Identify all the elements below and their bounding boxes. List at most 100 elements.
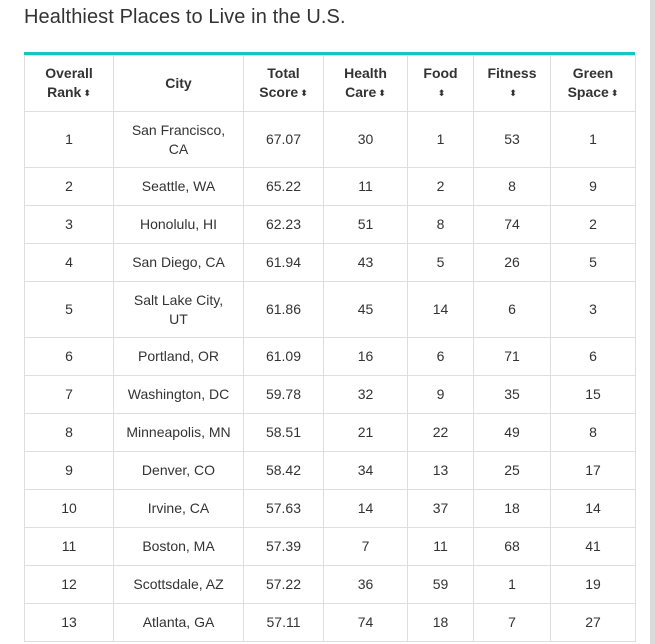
header-label: Green	[572, 65, 614, 81]
cell-total-score: 58.42	[243, 451, 324, 490]
cell-rank: 5	[24, 281, 114, 338]
table-row: 4 San Diego, CA 61.94 43 5 26 5	[24, 243, 636, 282]
cell-fitness: 35	[473, 375, 551, 414]
table-row: 6 Portland, OR 61.09 16 6 71 6	[24, 337, 636, 376]
cell-total-score: 67.07	[243, 111, 324, 168]
cell-green-space: 2	[550, 205, 636, 244]
header-label: Food	[423, 65, 458, 81]
cell-total-score: 61.86	[243, 281, 324, 338]
cell-food: 18	[407, 603, 474, 642]
cell-rank: 1	[24, 111, 114, 168]
cell-food: 5	[407, 243, 474, 282]
cell-rank: 3	[24, 205, 114, 244]
cell-city: Scottsdale, AZ	[113, 565, 244, 604]
column-header-total-score[interactable]: Total Score ⬍	[243, 55, 324, 112]
cell-total-score: 57.63	[243, 489, 324, 528]
cell-rank: 2	[24, 167, 114, 206]
sort-arrows-icon[interactable]: ⬍	[509, 88, 517, 98]
header-label: Care	[345, 84, 377, 100]
cell-green-space: 41	[550, 527, 636, 566]
sort-arrows-icon[interactable]: ⬍	[300, 88, 308, 98]
table-row: 1 San Francisco, CA 67.07 30 1 53 1	[24, 111, 636, 168]
cell-health-care: 51	[323, 205, 408, 244]
cell-city: Minneapolis, MN	[113, 413, 244, 452]
column-header-overall-rank[interactable]: Overall Rank ⬍	[24, 55, 114, 112]
cell-health-care: 36	[323, 565, 408, 604]
column-header-food[interactable]: Food ⬍	[407, 55, 474, 112]
cell-fitness: 74	[473, 205, 551, 244]
cell-city: Denver, CO	[113, 451, 244, 490]
cell-health-care: 21	[323, 413, 408, 452]
table-row: 9 Denver, CO 58.42 34 13 25 17	[24, 451, 636, 490]
cell-rank: 11	[24, 527, 114, 566]
sort-arrows-icon[interactable]: ⬍	[437, 88, 446, 98]
cell-health-care: 30	[323, 111, 408, 168]
cell-fitness: 8	[473, 167, 551, 206]
cell-total-score: 58.51	[243, 413, 324, 452]
cell-health-care: 34	[323, 451, 408, 490]
cell-health-care: 11	[323, 167, 408, 206]
cell-fitness: 1	[473, 565, 551, 604]
cell-green-space: 9	[550, 167, 636, 206]
table-row: 13 Atlanta, GA 57.11 74 18 7 27	[24, 603, 636, 642]
cell-total-score: 57.11	[243, 603, 324, 642]
cell-fitness: 53	[473, 111, 551, 168]
cell-city: Washington, DC	[113, 375, 244, 414]
table-header-row: Overall Rank ⬍ City Total Score ⬍ Health C…	[24, 55, 636, 112]
cell-green-space: 19	[550, 565, 636, 604]
table-row: 2 Seattle, WA 65.22 11 2 8 9	[24, 167, 636, 206]
cell-rank: 9	[24, 451, 114, 490]
cell-health-care: 74	[323, 603, 408, 642]
cell-green-space: 6	[550, 337, 636, 376]
table-body: 1 San Francisco, CA 67.07 30 1 53 1 2 Seattle, W…	[24, 111, 636, 642]
cell-green-space: 27	[550, 603, 636, 642]
cell-food: 9	[407, 375, 474, 414]
cell-total-score: 61.09	[243, 337, 324, 376]
cell-city: San Diego, CA	[113, 243, 244, 282]
cell-food: 2	[407, 167, 474, 206]
cell-green-space: 1	[550, 111, 636, 168]
column-header-fitness[interactable]: Fitness ⬍	[473, 55, 551, 112]
header-label: Overall	[45, 65, 93, 81]
cell-fitness: 68	[473, 527, 551, 566]
cell-total-score: 57.22	[243, 565, 324, 604]
cell-rank: 13	[24, 603, 114, 642]
cell-city: Honolulu, HI	[113, 205, 244, 244]
cell-green-space: 3	[550, 281, 636, 338]
table-row: 5 Salt Lake City, UT 61.86 45 14 6 3	[24, 281, 636, 338]
cell-fitness: 49	[473, 413, 551, 452]
sort-arrows-icon[interactable]: ⬍	[83, 88, 91, 98]
cell-city: Seattle, WA	[113, 167, 244, 206]
cell-fitness: 71	[473, 337, 551, 376]
table-row: 11 Boston, MA 57.39 7 11 68 41	[24, 527, 636, 566]
cell-green-space: 8	[550, 413, 636, 452]
header-label: City	[165, 75, 192, 91]
column-header-green-space[interactable]: Green Space ⬍	[550, 55, 636, 112]
table-accent-bar	[24, 52, 635, 55]
cell-rank: 8	[24, 413, 114, 452]
cell-food: 6	[407, 337, 474, 376]
cell-city: Boston, MA	[113, 527, 244, 566]
cell-city: Irvine, CA	[113, 489, 244, 528]
sort-arrows-icon[interactable]: ⬍	[610, 88, 619, 98]
cell-food: 22	[407, 413, 474, 452]
cell-food: 1	[407, 111, 474, 168]
rankings-table-container: Overall Rank ⬍ City Total Score ⬍ Health C…	[24, 52, 636, 642]
cell-green-space: 17	[550, 451, 636, 490]
cell-food: 11	[407, 527, 474, 566]
sort-arrows-icon[interactable]: ⬍	[378, 88, 386, 98]
table-row: 3 Honolulu, HI 62.23 51 8 74 2	[24, 205, 636, 244]
cell-food: 8	[407, 205, 474, 244]
cell-total-score: 65.22	[243, 167, 324, 206]
table-row: 12 Scottsdale, AZ 57.22 36 59 1 19	[24, 565, 636, 604]
cell-total-score: 59.78	[243, 375, 324, 414]
column-header-health-care[interactable]: Health Care ⬍	[323, 55, 408, 112]
cell-fitness: 25	[473, 451, 551, 490]
cell-city: Salt Lake City, UT	[113, 281, 244, 338]
rankings-table: Overall Rank ⬍ City Total Score ⬍ Health C…	[24, 55, 636, 642]
header-label: Space	[567, 84, 609, 100]
cell-city: Atlanta, GA	[113, 603, 244, 642]
cell-rank: 10	[24, 489, 114, 528]
cell-total-score: 57.39	[243, 527, 324, 566]
page-title: Healthiest Places to Live in the U.S.	[24, 6, 346, 28]
